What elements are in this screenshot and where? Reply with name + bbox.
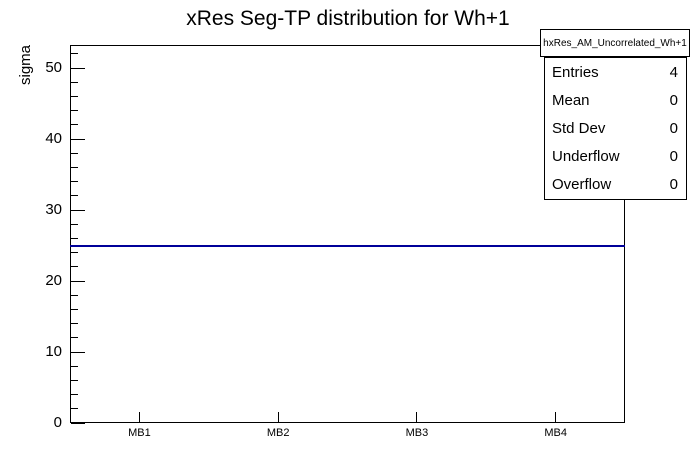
stats-row-label: Mean: [552, 91, 590, 109]
y-minor-tick: [71, 266, 78, 268]
x-tick-label: MB1: [128, 427, 151, 439]
x-tick: [555, 412, 557, 422]
x-tick-label: MB2: [266, 427, 290, 439]
y-major-tick: [71, 67, 85, 69]
y-minor-tick: [71, 53, 78, 55]
stats-box-title-text: hxRes_AM_Uncorrelated_Wh+1: [543, 37, 687, 49]
y-minor-tick: [71, 124, 78, 126]
stats-row-label: Std Dev: [552, 120, 606, 137]
stats-row-value: 0: [669, 120, 678, 137]
x-tick-label: MB3: [405, 427, 429, 439]
stats-box-title: hxRes_AM_Uncorrelated_Wh+1: [540, 29, 690, 57]
y-major-tick: [71, 351, 85, 353]
plot-frame: [70, 45, 625, 423]
y-minor-tick: [71, 110, 78, 112]
y-minor-tick: [71, 181, 78, 183]
y-minor-tick: [71, 195, 78, 197]
x-tick: [277, 412, 279, 422]
y-minor-tick: [71, 252, 78, 254]
y-minor-tick: [71, 337, 78, 339]
histogram-line: [70, 244, 625, 247]
x-tick-label: MB4: [544, 427, 567, 439]
stats-row-label: Entries: [552, 63, 599, 81]
y-minor-tick: [71, 379, 78, 381]
y-major-tick: [71, 209, 85, 211]
stats-row-label: Overflow: [552, 176, 612, 194]
y-minor-tick: [71, 408, 78, 410]
stats-row: Entries 4: [545, 58, 686, 86]
stats-row-value: 0: [669, 91, 678, 109]
stats-row-value: 4: [669, 63, 678, 81]
y-tick-label: 10: [45, 343, 62, 360]
stats-row-value: 0: [669, 148, 678, 166]
y-minor-tick: [71, 81, 78, 83]
y-major-tick: [71, 280, 85, 282]
stats-row: Overflow 0: [545, 171, 686, 199]
y-minor-tick: [71, 308, 78, 310]
y-minor-tick: [71, 152, 78, 154]
y-minor-tick: [71, 294, 78, 296]
stats-row: Mean 0: [545, 86, 686, 114]
y-tick-label: 50: [45, 59, 62, 77]
chart-title: xRes Seg-TP distribution for Wh+1: [186, 7, 510, 30]
stats-row-value: 0: [669, 176, 678, 194]
y-minor-tick: [71, 95, 78, 97]
y-tick-label: 40: [45, 130, 62, 148]
y-minor-tick: [71, 394, 78, 396]
y-minor-tick: [71, 166, 78, 168]
x-tick: [138, 412, 140, 422]
stats-row: Std Dev 0: [545, 114, 686, 142]
stats-row-label: Underflow: [552, 148, 620, 166]
y-minor-tick: [71, 323, 78, 325]
stats-box: Entries 4 Mean 0 Std Dev 0 Underflow 0 O…: [544, 57, 687, 200]
y-major-tick: [71, 422, 85, 424]
y-minor-tick: [71, 237, 78, 239]
y-minor-tick: [71, 365, 78, 367]
y-tick-label: 20: [45, 272, 62, 290]
stats-row: Underflow 0: [545, 143, 686, 171]
y-major-tick: [71, 138, 85, 140]
y-tick-label: 30: [45, 201, 62, 219]
y-minor-tick: [71, 223, 78, 225]
y-tick-label: 0: [53, 414, 62, 431]
x-tick: [416, 412, 418, 422]
